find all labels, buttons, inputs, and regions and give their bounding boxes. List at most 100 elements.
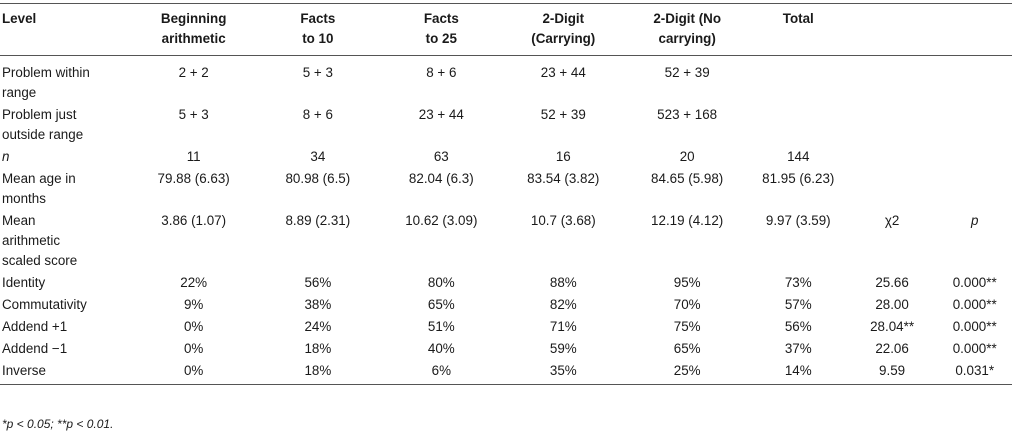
header-cell: Level <box>2 11 37 26</box>
table-cell: 80.98 (6.5) <box>285 171 351 186</box>
header-cell: Facts to 25 <box>423 11 459 46</box>
table-cell: 80% <box>427 275 455 290</box>
table-cell: 10.62 (3.09) <box>405 213 478 228</box>
table-cell <box>847 146 938 168</box>
table-cell: 88% <box>549 275 577 290</box>
table-body: Problem within range 2 + 2 5 + 3 8 + 6 23 + … <box>0 56 1012 385</box>
results-table: Level Beginning arithmetic Facts to 10 F… <box>0 3 1012 385</box>
table-cell: 73% <box>784 275 812 290</box>
table-cell: 9% <box>183 297 204 312</box>
header-cell: Beginning arithmetic <box>160 11 227 46</box>
table-cell: 18% <box>304 341 332 356</box>
table-cell: 25% <box>673 363 701 378</box>
table-cell <box>750 104 847 146</box>
table-cell: 23 + 44 <box>540 65 586 80</box>
table-cell <box>847 56 938 105</box>
table-cell <box>847 168 938 210</box>
table-row: Inverse 0% 18% 6% 35% 25% 14% 9.59 0.031* <box>0 360 1012 385</box>
table-cell: 51% <box>427 319 455 334</box>
table-cell: 3.86 (1.07) <box>161 213 227 228</box>
table-cell: 70% <box>673 297 701 312</box>
table-cell: 35% <box>549 363 577 378</box>
table-cell: 83.54 (3.82) <box>527 171 600 186</box>
table-cell: 28.04** <box>870 319 915 334</box>
table-cell: 56% <box>304 275 332 290</box>
table-cell: 81.95 (6.23) <box>762 171 835 186</box>
table-cell: 0% <box>183 341 204 356</box>
table-row: Addend −1 0% 18% 40% 59% 65% 37% 22.06 0.000** <box>0 338 1012 360</box>
table-cell: 52 + 39 <box>540 107 586 122</box>
table-row: Problem within range 2 + 2 5 + 3 8 + 6 23 + … <box>0 56 1012 105</box>
table-cell: 65% <box>427 297 455 312</box>
table-cell: 0.000** <box>952 341 997 356</box>
table-cell: 38% <box>304 297 332 312</box>
table-cell: 0.000** <box>952 319 997 334</box>
table-cell: 5 + 3 <box>178 107 209 122</box>
table-cell: 79.88 (6.63) <box>157 171 230 186</box>
table-cell: 10.7 (3.68) <box>530 213 596 228</box>
table-cell: 9.59 <box>879 363 906 378</box>
table-cell: 34 <box>310 149 326 164</box>
table-cell: 84.65 (5.98) <box>651 171 724 186</box>
table-cell: 0.000** <box>952 275 997 290</box>
table-cell: 5 + 3 <box>302 65 333 80</box>
row-label: Identity <box>2 275 46 290</box>
table-cell: 0% <box>183 319 204 334</box>
table-cell: 0% <box>183 363 204 378</box>
footnote: *p < 0.05; **p < 0.01. <box>2 417 114 431</box>
table-cell: 25.66 <box>875 275 909 290</box>
table-cell: 40% <box>427 341 455 356</box>
table-cell: p <box>970 213 979 228</box>
header-cell: 2-Digit (No carrying) <box>653 11 721 46</box>
table-cell: 144 <box>787 149 810 164</box>
table-cell: 95% <box>673 275 701 290</box>
row-label: Problem within range <box>2 65 90 100</box>
table-cell: 24% <box>304 319 332 334</box>
table-cell: 18% <box>304 363 332 378</box>
row-label: Mean arithmetic scaled score <box>2 213 78 268</box>
table-cell: 20 <box>679 149 695 164</box>
table-cell: 2 + 2 <box>178 65 209 80</box>
table-cell <box>937 146 1012 168</box>
table-cell: 8 + 6 <box>426 65 457 80</box>
row-label: Mean age in months <box>2 171 76 206</box>
header-cell <box>847 4 938 56</box>
row-label: Problem just outside range <box>2 107 84 142</box>
table-cell: 11 <box>186 149 201 164</box>
table-cell: 59% <box>549 341 577 356</box>
table-cell: 82% <box>549 297 577 312</box>
header-cell: Facts to 10 <box>300 11 336 46</box>
table-cell: 523 + 168 <box>657 107 718 122</box>
table-cell: 8.89 (2.31) <box>285 213 351 228</box>
table-row: Problem just outside range 5 + 3 8 + 6 23 +… <box>0 104 1012 146</box>
table-cell <box>750 56 847 105</box>
table-cell: 75% <box>673 319 701 334</box>
header-cell <box>937 4 1012 56</box>
table-cell: 0.000** <box>952 297 997 312</box>
header-cell: Total <box>782 11 814 26</box>
row-label: Commutativity <box>2 297 87 312</box>
table-cell: 52 + 39 <box>664 65 710 80</box>
table-row: Commutativity 9% 38% 65% 82% 70% 57% 28.00 0.000… <box>0 294 1012 316</box>
table-cell: 0.031* <box>955 363 995 378</box>
table-cell: 28.00 <box>875 297 909 312</box>
row-label: Inverse <box>2 363 46 378</box>
table-cell <box>937 104 1012 146</box>
table-cell: 82.04 (6.3) <box>408 171 474 186</box>
table-cell: 57% <box>784 297 812 312</box>
table-cell: 22% <box>180 275 208 290</box>
table-cell: 63 <box>433 149 449 164</box>
table-cell: 14% <box>784 363 812 378</box>
table-row: Addend +1 0% 24% 51% 71% 75% 56% 28.04** 0.000** <box>0 316 1012 338</box>
table-cell: 71% <box>549 319 577 334</box>
table-cell: 6% <box>431 363 451 378</box>
table-cell: 23 + 44 <box>418 107 464 122</box>
table-cell <box>847 104 938 146</box>
table-row: n 11 34 63 16 20 144 <box>0 146 1012 168</box>
table-row: Mean arithmetic scaled score 3.86 (1.07) 8… <box>0 210 1012 272</box>
table-cell <box>937 168 1012 210</box>
table-row: Identity 22% 56% 80% 88% 95% 73% 25.66 0.000** <box>0 272 1012 294</box>
table-cell: 9.97 (3.59) <box>765 213 831 228</box>
table-cell: 22.06 <box>875 341 909 356</box>
